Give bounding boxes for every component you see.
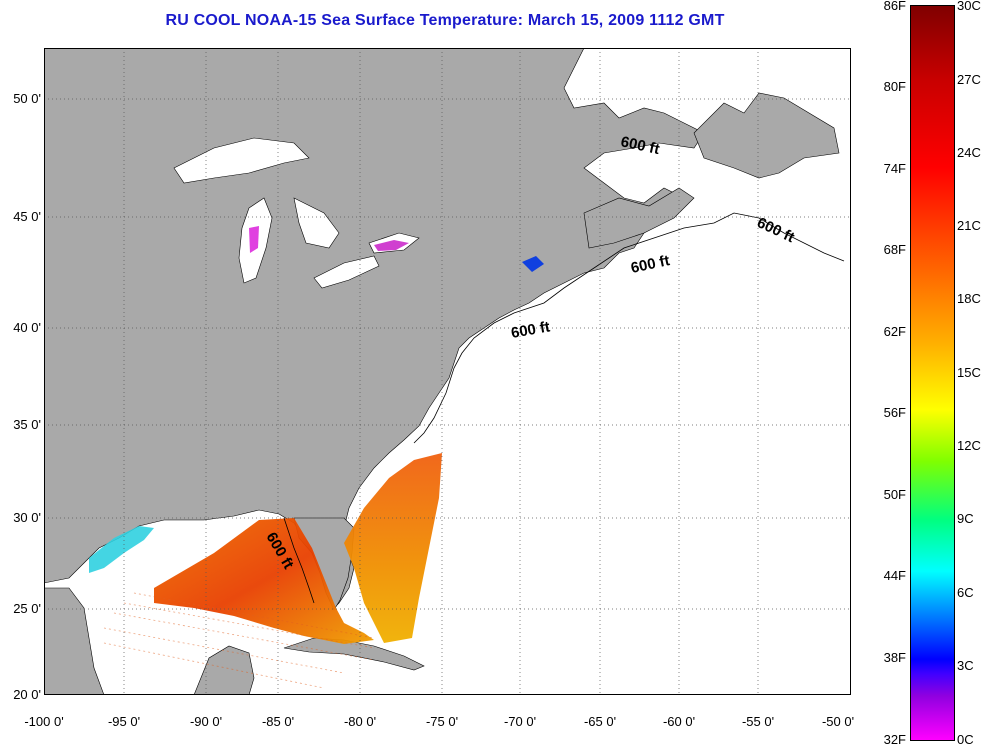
- lat-label: 30 0': [13, 510, 41, 525]
- lon-label: -95 0': [107, 714, 141, 729]
- texas-coast-sst: [89, 526, 154, 573]
- lake-erie: [313, 255, 380, 289]
- scan-line-stripes: [103, 592, 375, 689]
- lon-label: -85 0': [261, 714, 295, 729]
- lake-ontario-sst: [374, 240, 409, 251]
- colorbar-c-label: 6C: [957, 585, 974, 600]
- sst-map: 600 ft 600 ft 600 ft 600 ft 600 ft: [44, 48, 851, 695]
- colorbar-f-label: 50F: [883, 487, 906, 502]
- lon-label: -80 0': [343, 714, 377, 729]
- lake-superior: [173, 137, 310, 184]
- lat-label: 50 0': [13, 91, 41, 106]
- lon-label: -50 0': [821, 714, 855, 729]
- gulfstream-sst-swath: [344, 453, 442, 643]
- colorbar-c-label: 21C: [957, 218, 981, 233]
- lat-label: 45 0': [13, 209, 41, 224]
- colorbar-f-label: 68F: [883, 242, 906, 257]
- map-border: [44, 48, 851, 695]
- lake-michigan-sst: [249, 226, 259, 253]
- graticule: [44, 48, 851, 695]
- colorbar-f-label: 62F: [883, 324, 906, 339]
- lat-label: 35 0': [13, 417, 41, 432]
- lon-label: -70 0': [503, 714, 537, 729]
- lon-label: -75 0': [425, 714, 459, 729]
- colorbar-c-label: 30C: [957, 0, 981, 13]
- colorbar-c-label: 27C: [957, 72, 981, 87]
- land-nova-scotia: [583, 187, 695, 249]
- colorbar-c-label: 18C: [957, 291, 981, 306]
- colorbar-c-label: 9C: [957, 511, 974, 526]
- colorbar-c-label: 24C: [957, 145, 981, 160]
- colorbar-c-label: 0C: [957, 732, 974, 747]
- colorbar-f-label: 56F: [883, 405, 906, 420]
- colorbar-c-label: 3C: [957, 658, 974, 673]
- colorbar-f-label: 80F: [883, 79, 906, 94]
- gulf-of-maine-sst: [522, 256, 544, 272]
- isobath-600ft-gulf: [283, 517, 315, 604]
- lon-label: -60 0': [662, 714, 696, 729]
- colorbar-f-label: 74F: [883, 161, 906, 176]
- colorbar-f-label: 32F: [883, 732, 906, 747]
- isobath-label: 600 ft: [510, 318, 552, 342]
- land-yucatan: [193, 645, 255, 695]
- lake-huron: [293, 197, 340, 249]
- lon-label: -100 0': [24, 714, 64, 729]
- lon-label: -65 0': [583, 714, 617, 729]
- gulf-sst-swath: [154, 518, 374, 644]
- land-north-america: [44, 48, 705, 609]
- land-newfoundland: [693, 92, 840, 179]
- colorbar-c-label: 12C: [957, 438, 981, 453]
- colorbar-c-label: 15C: [957, 365, 981, 380]
- temperature-colorbar: [910, 5, 955, 741]
- land-mexico: [44, 587, 105, 695]
- map-title: RU COOL NOAA-15 Sea Surface Temperature:…: [165, 12, 725, 29]
- lat-label: 20 0': [13, 687, 41, 702]
- lat-label: 40 0': [13, 320, 41, 335]
- colorbar-f-label: 38F: [883, 650, 906, 665]
- colorbar-f-label: 86F: [883, 0, 906, 13]
- isobath-600ft: [413, 212, 845, 444]
- colorbar-f-label: 44F: [883, 568, 906, 583]
- lon-label: -90 0': [189, 714, 223, 729]
- lon-label: -55 0': [741, 714, 775, 729]
- lat-label: 25 0': [13, 601, 41, 616]
